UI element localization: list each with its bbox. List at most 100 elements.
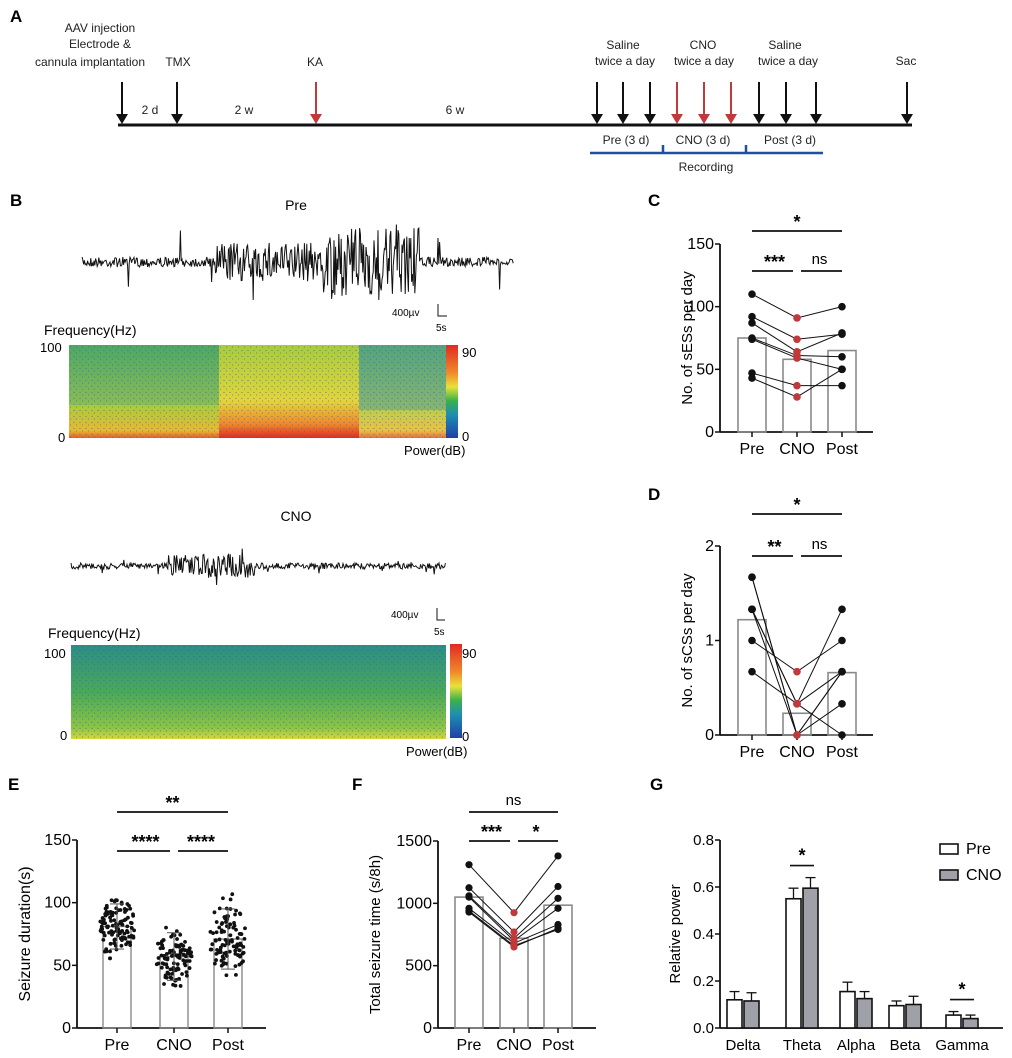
arrow-saline1-head bbox=[617, 114, 629, 124]
scale-bar-cno bbox=[436, 608, 445, 621]
freq-max-pre: 100 bbox=[40, 340, 62, 355]
data-point-post bbox=[210, 942, 215, 947]
panel-label-d: D bbox=[648, 485, 660, 504]
event-label-saline2-2: twice a day bbox=[758, 54, 818, 68]
data-point-cno bbox=[793, 381, 801, 390]
legend-swatch-cno bbox=[939, 869, 959, 881]
significance-label: ** bbox=[165, 793, 179, 813]
data-point-pre bbox=[748, 605, 756, 614]
x-tick-label-pre: Pre bbox=[457, 1037, 482, 1054]
data-point-cno bbox=[173, 943, 178, 947]
data-point-cno bbox=[160, 943, 165, 948]
data-point-cno bbox=[793, 354, 801, 362]
data-point-pre bbox=[118, 936, 123, 941]
data-point-pre bbox=[465, 861, 473, 869]
data-point-cno bbox=[170, 954, 174, 958]
data-point-cno bbox=[793, 393, 801, 401]
y-axis-label: No. of sESs per day bbox=[679, 271, 696, 405]
interval-label-2w: 2 w bbox=[235, 103, 254, 117]
y-tick-label: 0.2 bbox=[693, 973, 714, 990]
data-point-pre bbox=[123, 910, 127, 914]
data-point-cno bbox=[183, 939, 187, 944]
data-point-post bbox=[223, 938, 228, 942]
data-point-post bbox=[838, 605, 846, 614]
data-point-post bbox=[234, 972, 238, 977]
y-tick-label: 0 bbox=[705, 424, 714, 441]
data-point-cno bbox=[168, 948, 172, 953]
data-point-post bbox=[838, 667, 846, 676]
data-point-cno bbox=[183, 963, 188, 968]
data-point-post bbox=[838, 302, 846, 311]
data-point-post bbox=[241, 950, 246, 955]
data-point-pre bbox=[99, 924, 104, 929]
arrow-sac-head bbox=[901, 114, 913, 124]
data-point-pre bbox=[123, 936, 128, 941]
x-tick-label-post: Post bbox=[542, 1037, 575, 1054]
data-point-pre bbox=[111, 930, 116, 935]
event-label-cno-2: twice a day bbox=[674, 54, 734, 68]
scale-time-pre: 5s bbox=[436, 323, 447, 334]
data-point-pre bbox=[119, 943, 124, 948]
event-label-saline2-1: Saline bbox=[768, 38, 802, 52]
data-point-pre bbox=[132, 928, 137, 933]
x-tick-label-pre: Pre bbox=[740, 441, 765, 458]
data-point-pre bbox=[748, 374, 756, 382]
data-point-pre bbox=[131, 912, 135, 917]
data-point-post bbox=[224, 920, 228, 924]
significance-label: *** bbox=[764, 252, 785, 272]
data-point-post bbox=[237, 962, 242, 967]
scale-voltage-cno: 400µv bbox=[391, 610, 418, 621]
data-point-pre bbox=[125, 924, 130, 929]
data-point-pre bbox=[110, 923, 115, 928]
data-point-post bbox=[242, 937, 247, 941]
data-point-post bbox=[209, 947, 214, 952]
power-label-pre: Power(dB) bbox=[404, 443, 465, 458]
cbar-min-cno: 0 bbox=[462, 729, 469, 744]
bar-pre bbox=[454, 896, 484, 1029]
data-point-pre bbox=[748, 319, 756, 327]
data-point-post bbox=[554, 882, 562, 891]
data-point-pre bbox=[119, 919, 124, 924]
data-point-post bbox=[234, 927, 238, 932]
data-point-cno bbox=[175, 966, 180, 971]
data-point-cno bbox=[154, 962, 159, 967]
data-point-post bbox=[554, 924, 562, 932]
data-point-cno bbox=[163, 956, 168, 961]
data-point-post bbox=[237, 911, 242, 916]
data-point-post bbox=[220, 955, 225, 959]
freq-label-cno: Frequency(Hz) bbox=[48, 625, 141, 641]
significance-label: * bbox=[793, 495, 800, 515]
data-point-cno bbox=[793, 700, 801, 708]
data-point-pre bbox=[114, 906, 119, 911]
phase-label-pre: Pre (3 d) bbox=[603, 133, 650, 147]
bar-alpha-cno bbox=[856, 997, 873, 1029]
freq-min-pre: 0 bbox=[58, 430, 65, 445]
data-point-pre bbox=[748, 667, 756, 676]
data-point-post bbox=[214, 930, 219, 935]
y-axis-label: Relative power bbox=[667, 884, 684, 983]
arrow-ka-head bbox=[310, 114, 322, 124]
data-point-post bbox=[243, 926, 247, 931]
significance-label: **** bbox=[131, 832, 159, 852]
significance-label: * bbox=[793, 212, 800, 232]
data-point-post bbox=[232, 921, 236, 925]
x-tick-label-cno: CNO bbox=[156, 1037, 192, 1054]
data-point-post bbox=[228, 922, 233, 927]
event-label-ka: KA bbox=[307, 55, 323, 69]
significance-label: * bbox=[532, 822, 539, 842]
data-point-post bbox=[554, 852, 562, 860]
bar-alpha-pre bbox=[839, 990, 856, 1029]
colorbar-cno bbox=[450, 644, 462, 738]
freq-min-cno: 0 bbox=[60, 728, 67, 743]
x-tick-label-pre: Pre bbox=[740, 744, 765, 761]
cbar-max-pre: 90 bbox=[462, 345, 476, 360]
cbar-max-cno: 90 bbox=[462, 646, 476, 661]
data-point-cno bbox=[156, 941, 160, 946]
data-point-cno bbox=[176, 955, 180, 959]
data-point-cno bbox=[187, 959, 192, 963]
data-point-post bbox=[230, 938, 234, 942]
data-point-pre bbox=[108, 956, 112, 961]
data-point-cno bbox=[180, 972, 184, 976]
significance-label: ns bbox=[812, 536, 828, 553]
